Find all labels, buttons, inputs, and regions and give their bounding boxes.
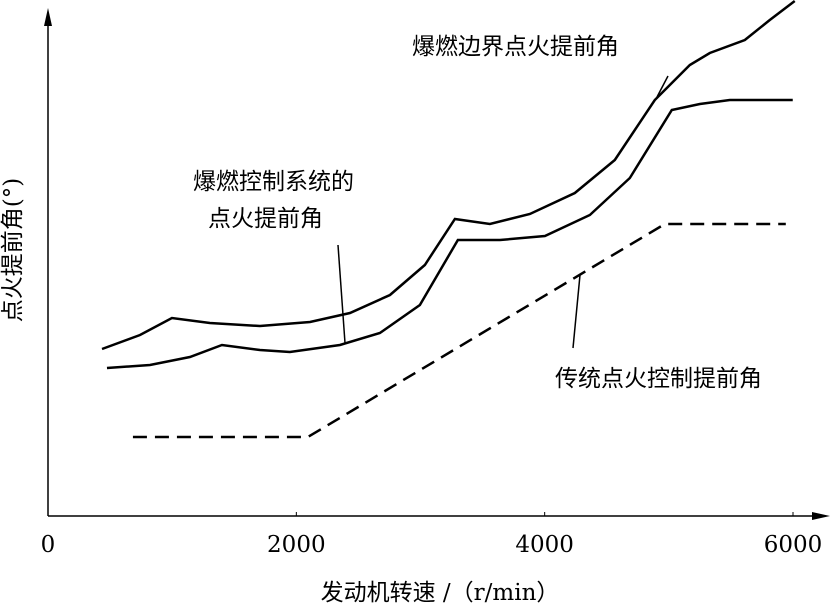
leader-line (656, 75, 669, 98)
y-axis-label: 点火提前角(°) (0, 178, 26, 322)
annotation: 爆燃边界点火提前角 (412, 34, 619, 60)
x-tick-label: 4000 (515, 532, 574, 558)
x-tick-label: 6000 (764, 532, 823, 558)
leader-line (572, 274, 581, 349)
annotation: 传统点火控制提前角 (555, 366, 762, 392)
x-axis-arrow (812, 512, 830, 520)
line-series (106, 98, 793, 370)
line-series (132, 222, 786, 439)
line-series (101, 0, 796, 351)
annotation: 点火提前角 (208, 206, 323, 232)
leader-line (337, 244, 346, 344)
x-tick-label: 2000 (267, 532, 326, 558)
annotation: 爆燃控制系统的 (193, 169, 354, 195)
y-axis-arrow (44, 8, 52, 26)
x-tick-label: 0 (41, 532, 56, 558)
x-axis-label: 发动机转速 /（r/min） (321, 580, 560, 606)
